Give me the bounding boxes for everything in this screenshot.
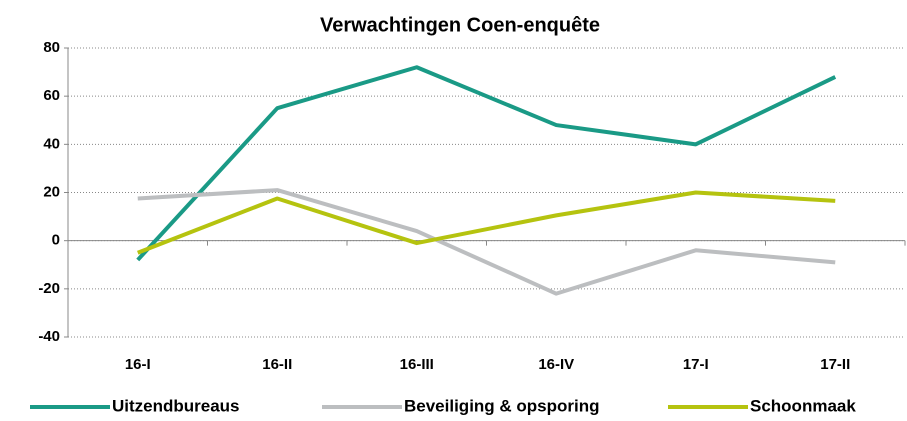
series-line: [137, 190, 836, 255]
legend-label: Uitzendbureaus: [112, 396, 240, 415]
y-tick-label: -20: [38, 280, 60, 297]
x-tick-label: 17-I: [683, 356, 709, 373]
y-tick-label: 60: [43, 87, 60, 104]
x-tick-label: 16-IV: [538, 356, 574, 373]
x-tick-label: 16-I: [125, 356, 151, 373]
series-line: [136, 65, 837, 262]
x-tick-label: 16-III: [400, 356, 434, 373]
x-tick-label: 17-II: [820, 356, 850, 373]
y-tick-label: 40: [43, 135, 60, 152]
y-tick-label: -40: [38, 328, 60, 345]
legend-label: Schoonmaak: [750, 396, 856, 415]
y-tick-label: 80: [43, 39, 60, 56]
x-tick-label: 16-II: [262, 356, 292, 373]
series-line: [137, 188, 836, 296]
y-tick-label: 0: [52, 232, 60, 249]
chart-title: Verwachtingen Coen-enquête: [320, 14, 600, 36]
legend-label: Beveiliging & opsporing: [404, 396, 600, 415]
y-tick-label: 20: [43, 183, 60, 200]
